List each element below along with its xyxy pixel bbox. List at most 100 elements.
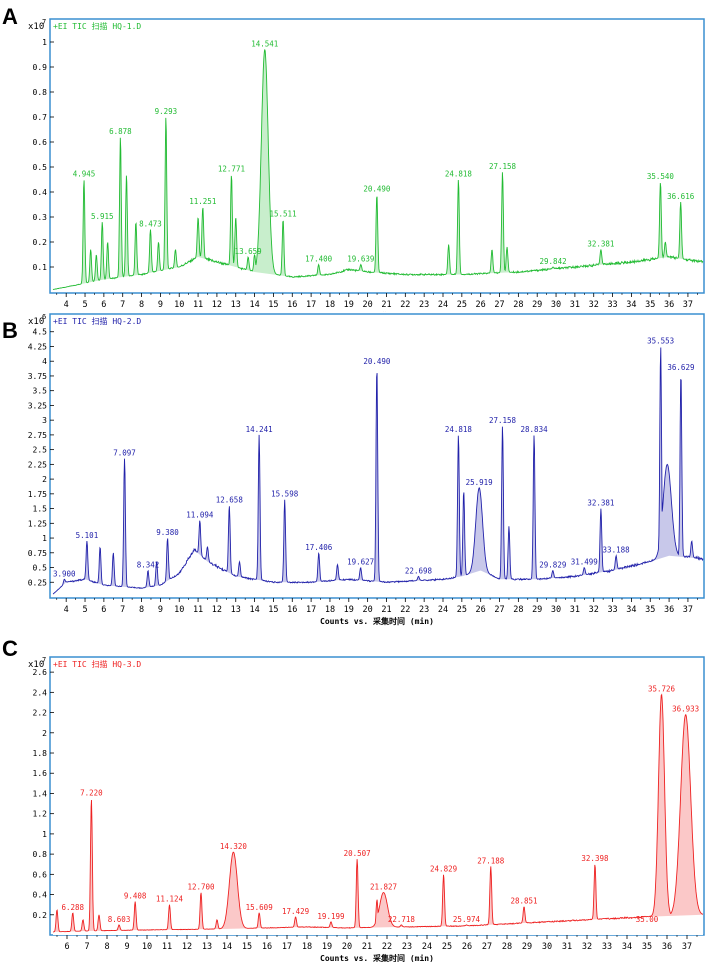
x-tick-label: 13 xyxy=(202,942,212,952)
peak-label: 24.818 xyxy=(445,170,473,179)
y-exponent-label: 7 xyxy=(42,656,46,664)
x-tick-label: 11 xyxy=(193,605,203,615)
x-tick-label: 11 xyxy=(193,300,203,310)
x-tick-label: 14 xyxy=(249,605,259,615)
y-tick-label: 0.1 xyxy=(33,263,48,272)
peak-label: 15.511 xyxy=(270,210,297,219)
y-tick-label: 1.8 xyxy=(33,749,48,758)
x-tick-label: 16 xyxy=(287,605,297,615)
x-tick-label: 23 xyxy=(419,300,429,310)
peak-label: 21.827 xyxy=(370,883,397,892)
x-tick-label: 5 xyxy=(82,605,87,615)
peak-label: 11.251 xyxy=(189,197,216,206)
y-exponent-label: 6 xyxy=(42,313,46,321)
y-tick-label: 0.9 xyxy=(33,63,48,72)
x-tick-label: 4 xyxy=(64,605,69,615)
baseline-mask xyxy=(53,914,703,935)
peak-label: 29.829 xyxy=(539,560,566,569)
y-tick-label: 4.25 xyxy=(28,342,47,351)
peak-label: 17.429 xyxy=(282,907,309,916)
x-tick-label: 27 xyxy=(494,300,504,310)
x-tick-label: 37 xyxy=(683,605,693,615)
x-tick-label: 21 xyxy=(362,942,372,952)
y-tick-label: 0.5 xyxy=(33,564,48,573)
y-tick-label: 0.4 xyxy=(33,891,48,900)
x-tick-label: 16 xyxy=(287,300,297,310)
x-tick-label: 22 xyxy=(400,300,410,310)
x-tick-label: 35 xyxy=(642,942,652,952)
x-tick-label: 18 xyxy=(325,300,335,310)
peak-label: 9.408 xyxy=(124,892,147,901)
peak-label: 15.598 xyxy=(271,490,299,499)
x-tick-label: 19 xyxy=(344,300,354,310)
chromatogram-b: +EI TIC 扫描 HQ-2.Dx1060.250.50.7511.251.5… xyxy=(28,313,705,626)
x-tick-label: 26 xyxy=(476,605,486,615)
peak-label: 22.718 xyxy=(388,915,416,924)
x-tick-label: 13 xyxy=(231,605,241,615)
x-tick-label: 31 xyxy=(570,605,580,615)
y-multiplier-label: x10 xyxy=(28,317,44,327)
y-tick-label: 1.5 xyxy=(33,505,48,514)
peak-label: 12.700 xyxy=(187,883,215,892)
y-tick-label: 0.4 xyxy=(33,188,48,197)
x-tick-label: 23 xyxy=(402,942,412,952)
peak-label: 25.919 xyxy=(466,478,493,487)
peak-label: 36.629 xyxy=(667,363,694,372)
y-tick-label: 0.2 xyxy=(33,911,48,920)
x-tick-label: 7 xyxy=(120,300,125,310)
x-tick-label: 29 xyxy=(532,605,542,615)
chromatogram-trace xyxy=(52,347,704,595)
peak-label: 22.698 xyxy=(405,566,433,575)
peak-label: 5.101 xyxy=(76,531,99,540)
peak-label: 32.381 xyxy=(587,499,614,508)
y-exponent-label: 7 xyxy=(42,18,46,26)
chart-title: +EI TIC 扫描 HQ-1.D xyxy=(53,21,141,31)
peak-label: 15.609 xyxy=(246,903,273,912)
y-tick-label: 1.6 xyxy=(33,769,48,778)
x-tick-label: 18 xyxy=(325,605,335,615)
x-tick-label: 24 xyxy=(438,300,448,310)
x-tick-label: 7 xyxy=(84,942,89,952)
x-tick-label: 11 xyxy=(162,942,172,952)
x-tick-label: 8 xyxy=(139,605,144,615)
x-tick-label: 13 xyxy=(231,300,241,310)
peak-label: 35.540 xyxy=(647,172,675,181)
y-tick-label: 1.2 xyxy=(33,810,48,819)
peak-label: 17.406 xyxy=(305,543,333,552)
chromatogram-trace xyxy=(52,49,704,290)
y-tick-label: 2 xyxy=(42,475,47,484)
x-tick-label: 34 xyxy=(622,942,632,952)
y-tick-label: 0.2 xyxy=(33,238,48,247)
y-tick-label: 1 xyxy=(42,830,47,839)
peak-label: 35.00 xyxy=(636,915,659,924)
y-tick-label: 3.25 xyxy=(28,401,47,410)
peak-label: 36.933 xyxy=(672,705,699,714)
peak-label: 14.541 xyxy=(251,40,278,49)
peak-label: 11.094 xyxy=(186,510,214,519)
y-tick-label: 2.5 xyxy=(33,446,48,455)
x-tick-label: 25 xyxy=(457,605,467,615)
peak-label: 28.834 xyxy=(521,425,549,434)
x-tick-label: 6 xyxy=(64,942,69,952)
peak-label: 20.490 xyxy=(363,185,391,194)
peak-label: 13.659 xyxy=(235,247,262,256)
y-tick-label: 2.2 xyxy=(33,709,48,718)
x-tick-label: 21 xyxy=(381,300,391,310)
peak-label: 6.288 xyxy=(61,903,84,912)
y-tick-label: 4 xyxy=(42,357,47,366)
x-tick-label: 10 xyxy=(174,300,184,310)
y-tick-label: 3.5 xyxy=(33,387,48,396)
peak-label: 35.553 xyxy=(647,336,674,345)
x-tick-label: 15 xyxy=(268,605,278,615)
peak-label: 6.878 xyxy=(109,127,132,136)
peak-label: 4.945 xyxy=(73,170,96,179)
baseline-mask xyxy=(53,257,703,292)
y-multiplier-label: x10 xyxy=(28,22,44,32)
baseline-mask xyxy=(53,549,703,597)
x-axis-label: Counts vs. 采集时间 (min) xyxy=(320,953,434,962)
x-tick-label: 34 xyxy=(626,605,636,615)
x-tick-label: 22 xyxy=(382,942,392,952)
y-tick-label: 2 xyxy=(42,729,47,738)
peak-label: 35.726 xyxy=(648,684,676,693)
x-tick-label: 27 xyxy=(482,942,492,952)
